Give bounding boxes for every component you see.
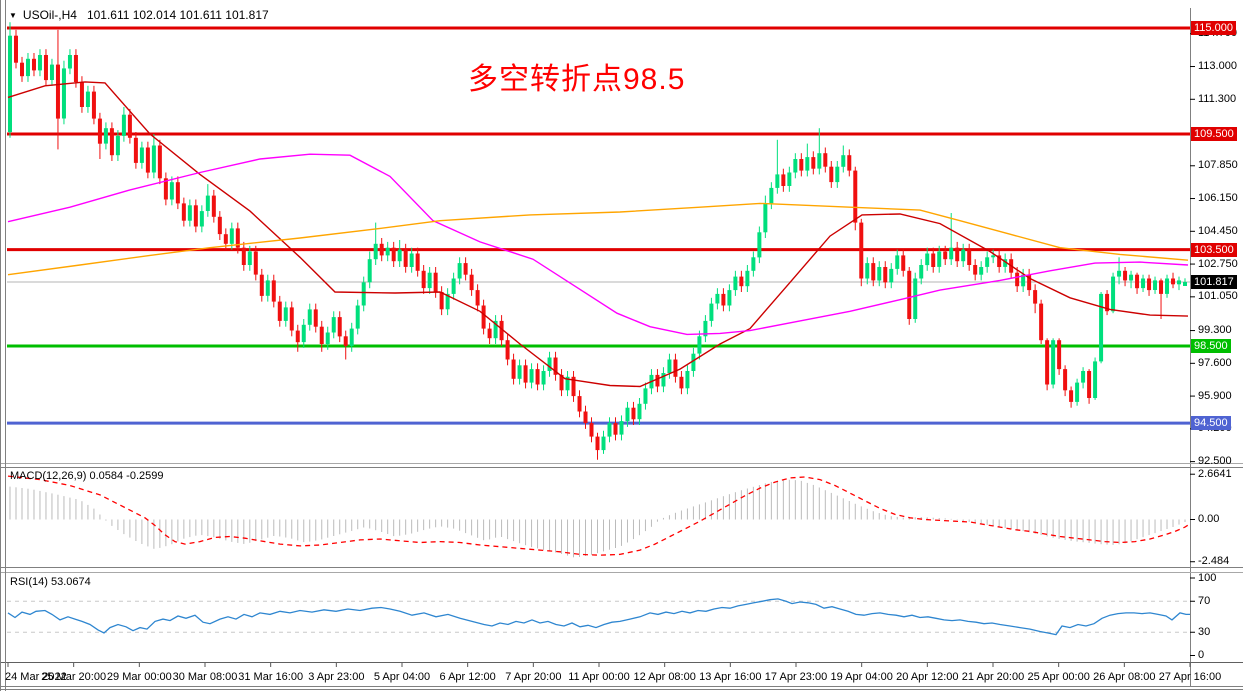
price-axis-label: 99.300 — [1198, 324, 1232, 337]
macd-histogram — [9, 479, 1186, 558]
window-left-border-outer — [0, 0, 1, 691]
price-axis-label: 101.050 — [1198, 290, 1238, 303]
symbol-timeframe-label: USOil-,H4 — [22, 8, 77, 22]
rsi-axis-label: 100 — [1198, 571, 1217, 584]
price-axis-label: 97.600 — [1198, 356, 1232, 369]
price-axis-label: 102.750 — [1198, 257, 1238, 270]
collapse-chevron-icon[interactable]: ▼ — [9, 11, 17, 20]
price-axis-label: 111.300 — [1198, 92, 1237, 105]
rsi-line — [7, 598, 1190, 636]
macd-signal-line — [7, 475, 1191, 556]
price-level-badge[interactable]: 98.500 — [1191, 338, 1231, 353]
date-axis-label: 13 Apr 16:00 — [699, 671, 762, 683]
price-axis-label: 113.000 — [1198, 60, 1237, 73]
moving-average-lines — [7, 81, 1189, 388]
macd-axis-label: 2.6641 — [1198, 467, 1232, 480]
rsi-axis-label: 0 — [1198, 649, 1205, 661]
date-axis-label: 25 Apr 00:00 — [1027, 671, 1090, 683]
date-axis-label: 20 Apr 12:00 — [896, 671, 959, 683]
date-axis-label: 3 Apr 23:00 — [308, 671, 365, 683]
ohlc-readout: 101.611 102.014 101.611 101.817 — [86, 8, 269, 22]
chart-header: ▼ USOil-,H4 101.611 102.014 101.611 101.81… — [9, 8, 269, 22]
date-axis-label: 19 Apr 04:00 — [830, 671, 893, 683]
price-axis-label: 92.500 — [1198, 455, 1232, 468]
window-left-border-inner — [5, 0, 6, 691]
date-axis-label: 29 Mar 00:00 — [106, 671, 172, 683]
current-price-badge: 101.817 — [1191, 275, 1237, 290]
macd-indicator-label: MACD(12,26,9) 0.0584 -0.2599 — [10, 470, 164, 482]
annotation-text[interactable]: 多空转折点98.5 — [468, 63, 686, 96]
date-axis-label: 5 Apr 04:00 — [373, 671, 431, 683]
support-resistance-lines[interactable] — [7, 26, 1190, 425]
date-axis-label: 26 Apr 08:00 — [1093, 671, 1156, 683]
date-axis-label: 27 Apr 16:00 — [1158, 671, 1222, 683]
macd-axis-label: 0.00 — [1198, 513, 1220, 525]
date-axis-label: 7 Apr 20:00 — [505, 671, 562, 683]
rsi-axis-label: 30 — [1198, 625, 1211, 638]
date-axis-label: 25 Mar 20:00 — [41, 671, 107, 683]
rsi-indicator-label: RSI(14) 53.0674 — [10, 576, 91, 588]
macd-axis-label: -2.484 — [1198, 555, 1230, 568]
price-axis-label: 106.150 — [1198, 192, 1238, 205]
price-level-badge[interactable]: 109.500 — [1191, 126, 1237, 141]
price-axis-label: 107.850 — [1198, 159, 1238, 172]
price-level-badge[interactable]: 94.500 — [1191, 416, 1231, 431]
date-axis-label: 24 Mar 2022 — [5, 671, 67, 683]
slow-ma-line — [7, 202, 1189, 276]
date-axis-label: 6 Apr 12:00 — [439, 671, 496, 683]
mid-ma-line — [7, 153, 1189, 336]
price-level-badge[interactable]: 115.000 — [1191, 20, 1236, 35]
date-axis-label: 21 Apr 20:00 — [961, 671, 1025, 683]
date-axis-label: 12 Apr 08:00 — [633, 671, 696, 683]
candles — [8, 22, 1188, 460]
date-axis-label: 31 Mar 16:00 — [238, 671, 304, 683]
date-axis-label: 17 Apr 23:00 — [764, 671, 828, 683]
date-axis-label: 30 Mar 08:00 — [172, 671, 238, 683]
fast-ma-line — [7, 81, 1189, 388]
rsi-axis-label: 70 — [1198, 594, 1211, 607]
price-level-badge[interactable]: 103.500 — [1191, 242, 1237, 257]
price-axis-label: 95.900 — [1198, 389, 1232, 402]
price-axis-label: 104.450 — [1198, 224, 1238, 237]
date-axis-label: 11 Apr 00:00 — [568, 671, 630, 683]
